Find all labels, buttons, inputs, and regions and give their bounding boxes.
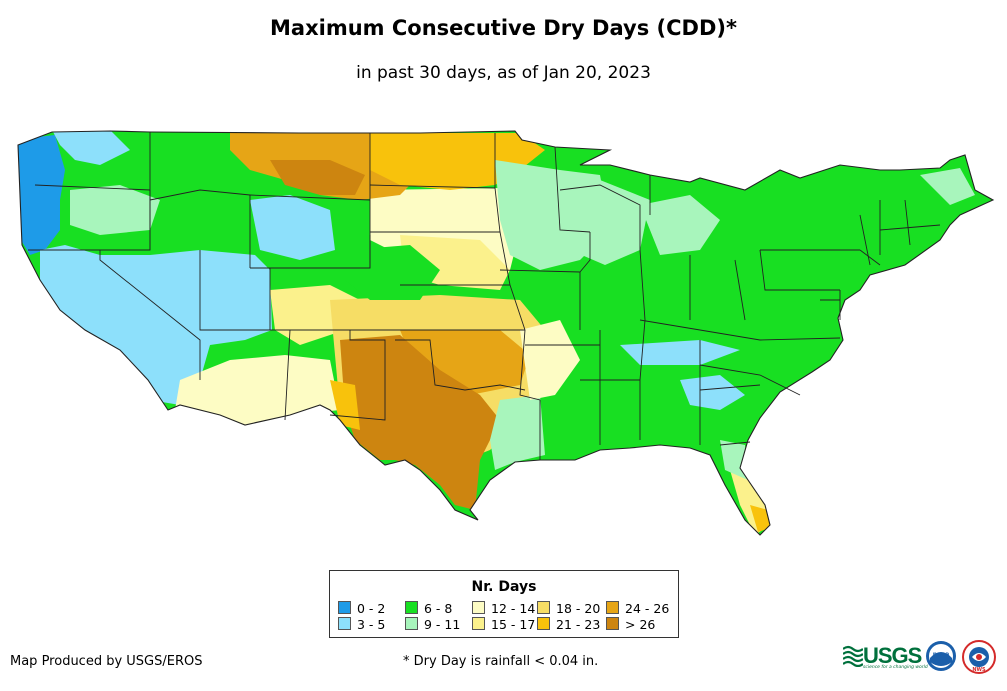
legend-swatch — [405, 601, 418, 614]
map-title: Maximum Consecutive Dry Days (CDD)* — [270, 16, 737, 40]
region-arkansas-12-14 — [520, 320, 580, 400]
usgs-tagline: science for a changing world — [863, 665, 928, 670]
legend-item: 3 - 5 — [338, 617, 386, 632]
region-montana-core-gt-26 — [270, 160, 365, 195]
region-south-florida-21-23 — [750, 505, 770, 532]
region-idaho-9-11 — [70, 185, 160, 235]
legend-label: 0 - 2 — [357, 601, 386, 616]
legend-item: 9 - 11 — [405, 617, 461, 632]
legend-label: 24 - 26 — [625, 601, 670, 616]
legend-swatch — [472, 617, 485, 630]
legend-swatch — [405, 617, 418, 630]
legend-swatch — [606, 617, 619, 630]
legend-item: 0 - 2 — [338, 601, 386, 616]
region-west-3-5 — [40, 245, 272, 405]
usgs-text: USGS — [863, 643, 922, 668]
legend-swatch — [606, 601, 619, 614]
legend-item: 15 - 17 — [472, 617, 536, 632]
region-maine-9-11 — [920, 168, 975, 205]
legend-label: 3 - 5 — [357, 617, 386, 632]
region-southwest-12-14 — [175, 355, 340, 425]
usgs-logo: USGS science for a changing world — [843, 643, 928, 670]
region-northwest-3-5 — [52, 131, 130, 165]
cdd-color-field — [18, 131, 993, 535]
legend-label: 15 - 17 — [491, 617, 536, 632]
nws-logo-icon: NWS — [962, 640, 996, 674]
legend-swatch — [537, 601, 550, 614]
conus-dry-days-map — [17, 130, 995, 536]
noaa-text: noaa — [933, 651, 950, 658]
legend-label: 21 - 23 — [556, 617, 601, 632]
legend-swatch — [472, 601, 485, 614]
region-wisconsin-9-11 — [555, 180, 650, 265]
nws-text: NWS — [972, 667, 986, 673]
map-subtitle: in past 30 days, as of Jan 20, 2023 — [356, 63, 651, 83]
legend-item: 18 - 20 — [537, 601, 601, 616]
region-kansas-green — [345, 245, 440, 300]
region-appalachia-3-5 — [620, 340, 740, 365]
region-wyoming-3-5 — [250, 195, 335, 260]
legend-label: 12 - 14 — [491, 601, 536, 616]
region-texas-hill-21-23 — [330, 380, 360, 430]
legend: Nr. Days 0 - 2 3 - 5 6 - 8 9 - 11 12 - 1… — [329, 570, 679, 638]
legend-label: 9 - 11 — [424, 617, 461, 632]
region-georgia-3-5 — [680, 375, 745, 410]
legend-item: 21 - 23 — [537, 617, 601, 632]
legend-label: 6 - 8 — [424, 601, 453, 616]
legend-item: 24 - 26 — [606, 601, 670, 616]
legend-item: > 26 — [606, 617, 656, 632]
region-michigan-9-11 — [640, 195, 720, 255]
legend-title: Nr. Days — [471, 579, 537, 595]
region-east-texas-9-11 — [490, 395, 545, 470]
map-credit: Map Produced by USGS/EROS — [10, 654, 203, 669]
dry-day-footnote: * Dry Day is rainfall < 0.04 in. — [403, 654, 599, 669]
legend-swatch — [338, 617, 351, 630]
noaa-logo-icon: noaa — [926, 641, 956, 671]
legend-item: 12 - 14 — [472, 601, 536, 616]
legend-label: > 26 — [625, 617, 656, 632]
state-borders — [17, 130, 995, 536]
legend-swatch — [537, 617, 550, 630]
legend-label: 18 - 20 — [556, 601, 601, 616]
region-west-texas-gt-26 — [340, 335, 500, 510]
region-pacific-coast-0-2 — [18, 135, 65, 255]
legend-swatch — [338, 601, 351, 614]
legend-item: 6 - 8 — [405, 601, 453, 616]
usgs-wave-icon — [843, 645, 863, 667]
